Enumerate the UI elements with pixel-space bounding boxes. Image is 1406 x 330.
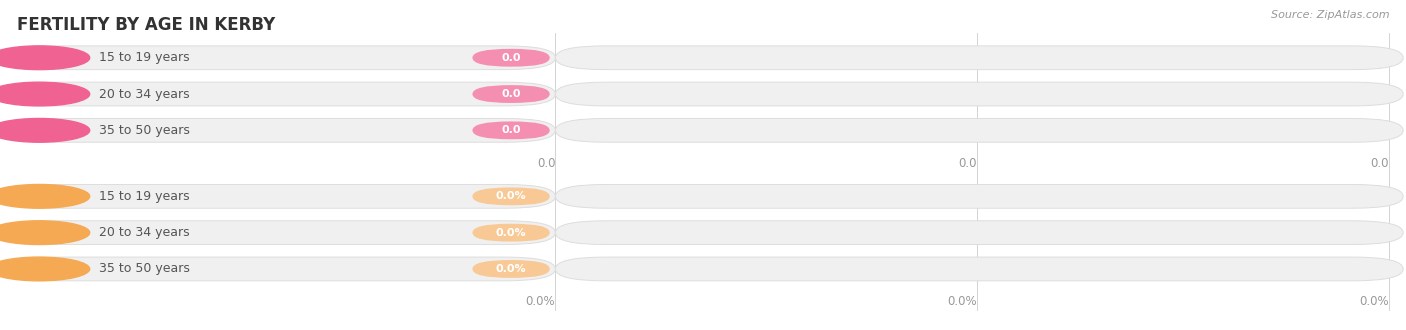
FancyBboxPatch shape <box>11 118 555 142</box>
Text: 0.0%: 0.0% <box>496 264 526 274</box>
FancyBboxPatch shape <box>11 184 555 208</box>
Text: 0.0%: 0.0% <box>948 295 977 309</box>
Text: 0.0: 0.0 <box>537 157 555 170</box>
Text: FERTILITY BY AGE IN KERBY: FERTILITY BY AGE IN KERBY <box>17 16 276 35</box>
Text: 15 to 19 years: 15 to 19 years <box>100 190 190 203</box>
Text: 20 to 34 years: 20 to 34 years <box>100 87 190 101</box>
Text: 0.0: 0.0 <box>502 125 520 135</box>
Text: 0.0%: 0.0% <box>1360 295 1389 309</box>
FancyBboxPatch shape <box>472 85 550 103</box>
Text: Source: ZipAtlas.com: Source: ZipAtlas.com <box>1271 10 1389 20</box>
FancyBboxPatch shape <box>11 46 555 70</box>
Circle shape <box>0 118 90 142</box>
Circle shape <box>0 46 90 70</box>
FancyBboxPatch shape <box>11 82 555 106</box>
Text: 0.0: 0.0 <box>502 89 520 99</box>
Text: 0.0%: 0.0% <box>496 191 526 201</box>
FancyBboxPatch shape <box>11 221 555 245</box>
Text: 0.0: 0.0 <box>1371 157 1389 170</box>
FancyBboxPatch shape <box>555 82 1403 106</box>
FancyBboxPatch shape <box>555 118 1403 142</box>
FancyBboxPatch shape <box>555 184 1403 208</box>
Text: 15 to 19 years: 15 to 19 years <box>100 51 190 64</box>
FancyBboxPatch shape <box>472 187 550 205</box>
Text: 35 to 50 years: 35 to 50 years <box>100 262 190 276</box>
Circle shape <box>0 257 90 281</box>
FancyBboxPatch shape <box>555 46 1403 70</box>
Text: 0.0: 0.0 <box>959 157 977 170</box>
Text: 0.0%: 0.0% <box>496 228 526 238</box>
FancyBboxPatch shape <box>472 121 550 139</box>
Circle shape <box>0 184 90 208</box>
Circle shape <box>0 82 90 106</box>
FancyBboxPatch shape <box>472 260 550 278</box>
Text: 0.0%: 0.0% <box>526 295 555 309</box>
Circle shape <box>0 221 90 245</box>
FancyBboxPatch shape <box>11 257 555 281</box>
Text: 0.0: 0.0 <box>502 53 520 63</box>
Text: 35 to 50 years: 35 to 50 years <box>100 124 190 137</box>
FancyBboxPatch shape <box>472 224 550 242</box>
FancyBboxPatch shape <box>555 257 1403 281</box>
FancyBboxPatch shape <box>555 221 1403 245</box>
FancyBboxPatch shape <box>472 49 550 67</box>
Text: 20 to 34 years: 20 to 34 years <box>100 226 190 239</box>
